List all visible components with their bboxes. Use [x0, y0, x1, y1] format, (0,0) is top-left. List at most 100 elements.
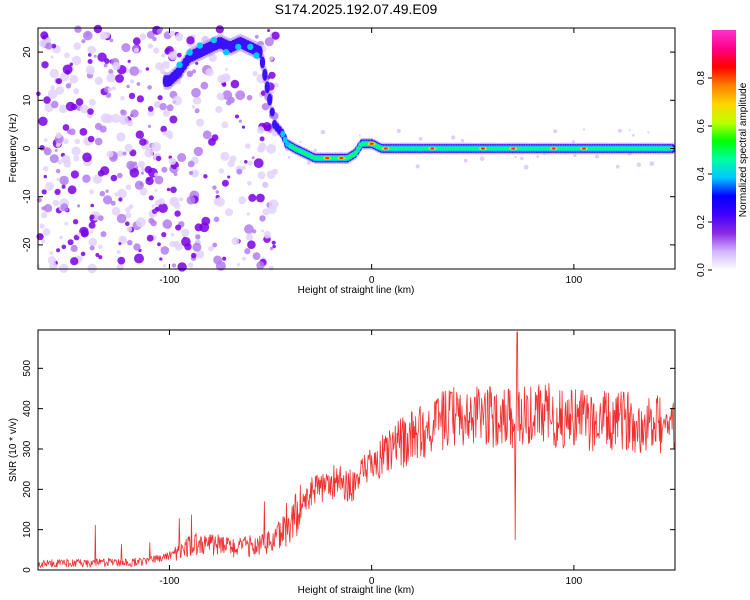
noise-speckle	[39, 223, 45, 229]
noise-speckle	[114, 192, 118, 197]
noise-speckle	[94, 122, 103, 131]
noise-speckle	[138, 69, 143, 74]
noise-speckle	[229, 155, 237, 163]
noise-speckle	[70, 170, 79, 179]
noise-speckle	[160, 125, 167, 133]
noise-speckle	[115, 74, 124, 83]
noise-speckle	[225, 67, 228, 71]
noise-speckle	[186, 70, 194, 78]
ridge-core	[259, 56, 266, 69]
noise-speckle	[195, 234, 201, 240]
noise-speckle	[133, 47, 140, 53]
noise-speckle	[103, 63, 108, 68]
noise-speckle	[88, 221, 96, 229]
noise-speckle	[615, 164, 620, 169]
noise-speckle	[235, 90, 246, 101]
colorbar-tick-label: 0.8	[696, 71, 707, 85]
noise-speckle	[192, 96, 202, 105]
noise-speckle	[157, 95, 163, 101]
noise-speckle	[111, 206, 121, 216]
noise-speckle	[154, 102, 160, 108]
noise-speckle	[88, 237, 98, 247]
noise-speckle	[129, 79, 135, 84]
noise-speckle	[174, 210, 181, 217]
noise-speckle	[161, 61, 170, 69]
noise-speckle	[617, 128, 622, 133]
noise-speckle	[87, 53, 92, 57]
noise-speckle	[266, 144, 277, 154]
noise-speckle	[213, 255, 223, 265]
spectrogram-y-axis-label: Frequency (Hz)	[8, 114, 19, 183]
noise-speckle	[45, 181, 54, 191]
noise-speckle	[89, 214, 95, 220]
noise-speckle	[168, 51, 178, 61]
noise-speckle	[49, 251, 54, 255]
noise-speckle	[418, 137, 423, 141]
cluster-blob	[247, 43, 254, 50]
colorbar-tick-label: 0.6	[696, 119, 707, 133]
noise-speckle	[125, 207, 131, 213]
noise-speckle	[213, 216, 220, 223]
noise-speckle	[120, 109, 124, 114]
noise-speckle	[553, 129, 558, 134]
cluster-blob	[235, 43, 242, 51]
noise-speckle	[222, 82, 227, 87]
noise-speckle	[251, 156, 255, 160]
noise-speckle	[39, 145, 45, 151]
noise-speckle	[221, 179, 229, 187]
noise-speckle	[242, 256, 246, 261]
noise-speckle	[55, 78, 63, 85]
noise-speckle	[157, 242, 161, 247]
noise-speckle	[154, 175, 164, 185]
noise-speckle	[215, 197, 225, 207]
noise-speckle	[132, 37, 141, 46]
noise-speckle	[134, 180, 144, 190]
noise-speckle	[520, 156, 524, 161]
noise-speckle	[49, 262, 58, 271]
noise-speckle	[208, 245, 214, 252]
noise-speckle	[89, 99, 96, 106]
noise-speckle	[172, 95, 182, 106]
noise-speckle	[41, 189, 47, 195]
noise-speckle	[146, 31, 155, 39]
noise-speckle	[87, 45, 96, 55]
noise-speckle	[61, 184, 66, 189]
noise-speckle	[151, 204, 155, 208]
noise-speckle	[252, 229, 257, 234]
y-tick-label: 300	[22, 440, 33, 457]
noise-speckle	[154, 188, 158, 192]
y-tick-label: 0	[22, 145, 33, 151]
noise-speckle	[40, 31, 49, 40]
noise-speckle	[116, 213, 127, 224]
noise-speckle	[116, 250, 121, 254]
noise-speckle	[313, 148, 317, 153]
noise-speckle	[54, 148, 58, 152]
noise-speckle	[106, 73, 116, 83]
noise-speckle	[100, 231, 107, 238]
noise-speckle	[262, 182, 269, 189]
noise-speckle	[61, 244, 67, 250]
noise-speckle	[187, 160, 195, 168]
noise-speckle	[244, 248, 251, 255]
noise-speckle	[176, 166, 180, 171]
snr-series-line	[37, 331, 676, 568]
noise-speckle	[118, 197, 123, 202]
noise-speckle	[61, 154, 71, 164]
noise-speckle	[137, 160, 146, 169]
noise-speckle	[68, 128, 76, 136]
noise-speckle	[200, 81, 209, 90]
noise-speckle	[256, 261, 265, 270]
ridge-hotspot-core	[511, 147, 516, 150]
noise-speckle	[220, 151, 230, 161]
noise-speckle	[252, 252, 261, 260]
noise-speckle	[51, 43, 57, 49]
noise-speckle	[194, 171, 199, 176]
noise-speckle	[166, 187, 171, 192]
colorbar-tick-label: 0.2	[696, 215, 707, 229]
x-tick-label: 0	[369, 275, 375, 286]
noise-speckle	[38, 116, 48, 127]
noise-speckle	[129, 66, 140, 76]
noise-speckle	[43, 138, 48, 143]
noise-speckle	[463, 158, 468, 163]
